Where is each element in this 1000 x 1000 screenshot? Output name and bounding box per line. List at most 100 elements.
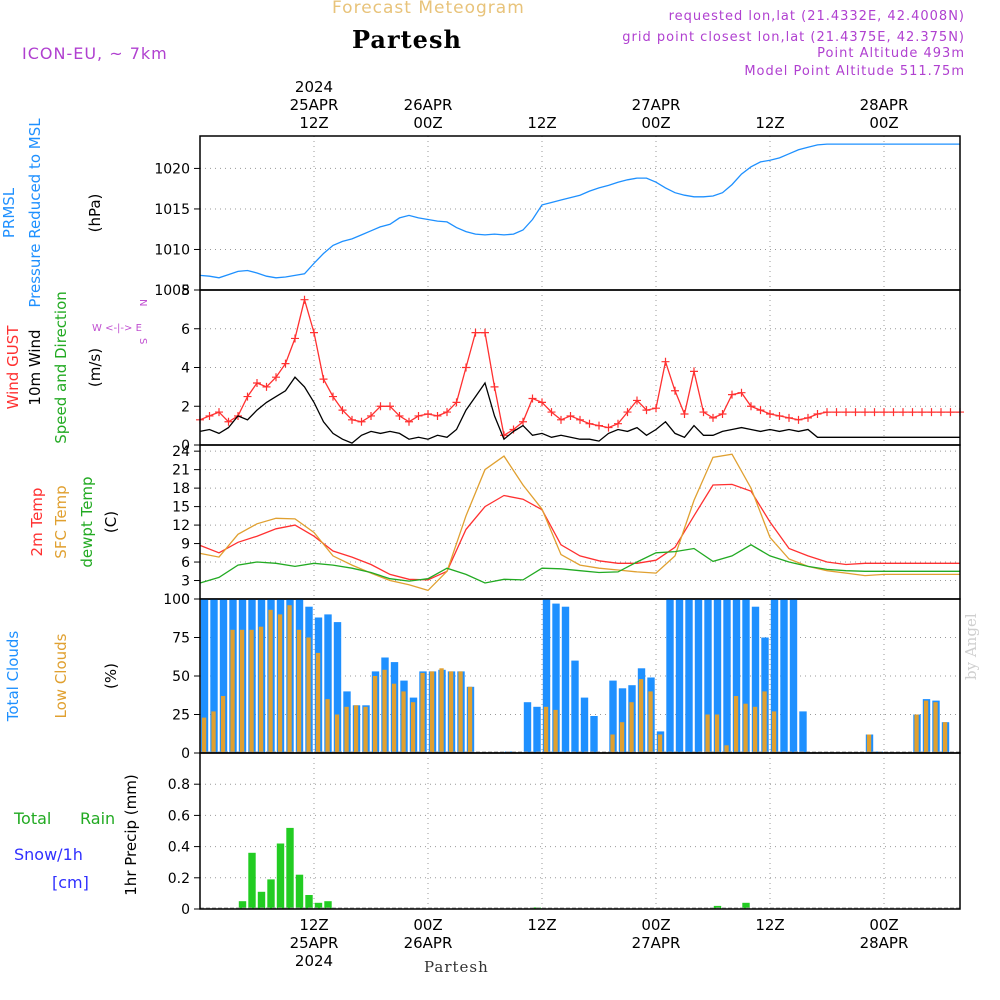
gust-point: [832, 408, 841, 417]
bar-total-clouds: [533, 706, 541, 753]
requested-coords: requested lon,lat (21.4332E, 42.4008N): [668, 9, 965, 24]
gust-point: [842, 408, 850, 417]
bottom-time-label: 2024: [295, 952, 333, 970]
gust-point: [414, 411, 423, 420]
model-altitude: Model Point Altitude 511.75m: [744, 64, 965, 79]
bar-total-rain: [257, 891, 266, 909]
gust-point: [519, 417, 527, 426]
bar-total-clouds: [713, 599, 722, 753]
gust-point: [946, 408, 955, 417]
gust-point: [291, 334, 299, 343]
top-time-label: 00Z: [869, 114, 898, 132]
gust-point: [595, 421, 603, 430]
bar-low-clouds: [458, 671, 463, 753]
bar-low-clouds: [325, 699, 330, 753]
ytick-label: 21: [172, 463, 190, 479]
gust-point: [490, 382, 499, 391]
bottom-time-label: 00Z: [869, 916, 898, 934]
bar-low-clouds: [610, 734, 615, 753]
ytick-label: 25: [172, 708, 190, 724]
bar-total-clouds: [210, 599, 218, 753]
bar-low-clouds: [743, 703, 748, 753]
gust-point: [462, 363, 470, 372]
bar-total-rain: [742, 902, 750, 909]
gust-point: [376, 402, 385, 411]
bar-total-rain: [238, 901, 247, 909]
panel-label: SFC Temp: [52, 485, 70, 558]
gust-point: [224, 417, 233, 426]
series-line-10m-wind: [199, 376, 960, 444]
gust-point: [775, 411, 784, 420]
top-time-label: 12Z: [527, 114, 556, 132]
gust-point: [642, 406, 651, 415]
gust-point: [405, 417, 413, 426]
series-line-dewpt-temp: [199, 544, 960, 584]
bar-total-clouds: [561, 606, 570, 753]
gust-point: [481, 328, 489, 337]
ytick-label: 0.6: [168, 808, 190, 824]
bottom-time-label: 00Z: [413, 916, 442, 934]
gust-point: [747, 402, 755, 411]
gust-point: [918, 408, 926, 417]
bar-low-clouds: [363, 706, 368, 753]
bottom-time-label: 12Z: [299, 916, 328, 934]
ytick-label: 12: [172, 518, 190, 534]
top-time-label: 00Z: [641, 114, 670, 132]
bar-total-clouds: [590, 716, 598, 753]
gust-point: [272, 373, 280, 382]
gust-point: [899, 408, 907, 417]
bar-low-clouds: [420, 672, 425, 753]
bar-low-clouds: [353, 705, 359, 753]
bar-total-clouds: [694, 599, 703, 753]
gust-point: [728, 390, 736, 399]
bar-total-clouds: [799, 711, 807, 753]
gust-point: [804, 413, 812, 422]
bar-total-clouds: [333, 622, 342, 753]
gust-point: [671, 386, 679, 395]
grid-coords: grid point closest lon,lat (21.4375E, 42…: [622, 30, 965, 45]
panel-label: Total Clouds: [4, 631, 22, 723]
ytick-label: 1020: [154, 161, 190, 177]
bar-low-clouds: [230, 629, 235, 753]
top-time-label: 27APR: [632, 96, 681, 114]
bar-low-clouds: [315, 652, 321, 753]
panel-label: Pressure Reduced to MSL: [26, 118, 44, 308]
panel-label: 1hr Precip (mm): [122, 774, 140, 895]
bar-low-clouds: [268, 609, 273, 753]
bar-total-clouds: [571, 660, 579, 753]
bar-total-clouds: [789, 599, 798, 753]
gust-point: [680, 410, 689, 418]
ytick-label: 0: [181, 902, 190, 918]
top-time-label: 2024: [295, 78, 333, 96]
gust-point: [937, 408, 945, 417]
gust-point: [690, 367, 698, 376]
series-line-prmsl: [199, 143, 960, 279]
bar-low-clouds: [914, 714, 919, 753]
ytick-label: 18: [172, 481, 190, 497]
top-time-label: 12Z: [299, 114, 328, 132]
bar-low-clouds: [382, 669, 387, 753]
bar-low-clouds: [638, 679, 644, 753]
series-line-2m-temp: [199, 483, 960, 581]
ytick-label: 0: [181, 592, 190, 608]
bar-low-clouds: [629, 702, 634, 753]
ytick-label: 1015: [154, 202, 190, 218]
precip-label-snow: Snow/1h: [14, 845, 83, 864]
bar-low-clouds: [771, 711, 777, 753]
bar-low-clouds: [211, 711, 216, 753]
gust-point: [785, 413, 793, 422]
bar-total-clouds: [751, 606, 760, 753]
bar-low-clouds: [287, 605, 292, 753]
ytick-label: 24: [172, 444, 190, 460]
gust-point: [623, 408, 632, 417]
ytick-label: 15: [172, 500, 190, 516]
gust-point: [823, 408, 831, 417]
bar-low-clouds: [448, 671, 454, 753]
ytick-label: 2: [181, 399, 190, 415]
gust-point: [443, 408, 451, 417]
ytick-label: 0.2: [168, 871, 190, 887]
compass-n: N: [137, 299, 148, 306]
top-time-label: 00Z: [413, 114, 442, 132]
gust-point: [566, 411, 575, 420]
ytick-label: 9: [181, 537, 190, 553]
